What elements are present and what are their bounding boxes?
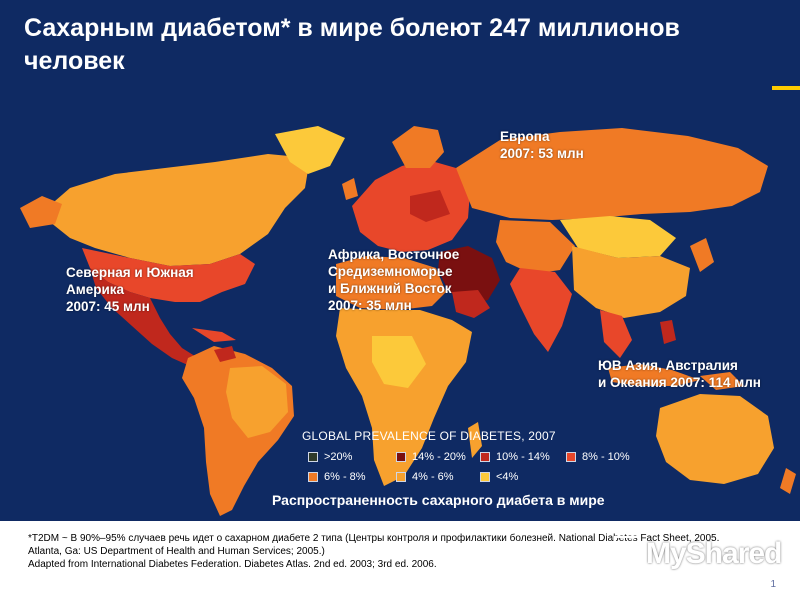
map-philippines xyxy=(660,320,676,344)
legend-swatch xyxy=(396,472,406,482)
map-arabia xyxy=(452,290,490,318)
map-mongolia-china-north xyxy=(560,216,676,258)
legend-label: 4% - 6% xyxy=(412,471,454,483)
map-australia xyxy=(656,394,774,484)
map-guianas xyxy=(214,346,236,362)
map-russia xyxy=(456,128,768,220)
region-label-se-asia-oceania: ЮВ Азия, Австралия и Океания 2007: 114 м… xyxy=(598,358,761,390)
map-usa xyxy=(82,248,255,302)
legend-swatch xyxy=(566,452,576,462)
map-mexico xyxy=(90,268,198,366)
map-new-guinea xyxy=(700,372,744,390)
map-africa xyxy=(336,308,472,486)
footnote-line-2: Adapted from International Diabetes Fede… xyxy=(28,559,437,570)
map-caribbean xyxy=(192,328,236,342)
legend-swatch xyxy=(480,472,490,482)
map-scandinavia xyxy=(392,126,444,168)
legend-label: >20% xyxy=(324,451,353,463)
map-central-africa xyxy=(372,336,426,388)
slide-title: Сахарным диабетом* в мире болеют 247 мил… xyxy=(24,14,680,75)
legend-swatch xyxy=(308,472,318,482)
legend-label: <4% xyxy=(496,471,519,483)
map-india xyxy=(510,268,572,352)
legend-label: 6% - 8% xyxy=(324,471,366,483)
legend-label: 14% - 20% xyxy=(412,451,466,463)
map-china xyxy=(572,246,690,318)
map-greenland xyxy=(275,126,345,174)
map-north-africa xyxy=(336,256,446,310)
watermark: MyShared xyxy=(612,531,782,577)
map-alaska xyxy=(20,196,62,228)
region-label-africa-middle-east: Африка, Восточное Средиземноморье и Ближ… xyxy=(328,247,460,313)
map-legend: GLOBAL PREVALENCE OF DIABETES, 2007 >20%… xyxy=(300,426,660,490)
region-label-europe: Европа 2007: 53 млн xyxy=(500,129,584,161)
map-uk xyxy=(342,178,358,200)
title-area: Сахарным диабетом* в мире болеют 247 мил… xyxy=(0,0,800,96)
map-caption: Распространенность сахарного диабета в м… xyxy=(272,492,605,508)
region-label-americas: Северная и Южная Америка 2007: 45 млн xyxy=(66,265,194,314)
map-brazil xyxy=(226,366,288,438)
accent-bar xyxy=(772,86,800,90)
legend-swatch xyxy=(308,452,318,462)
legend-label: 8% - 10% xyxy=(582,451,630,463)
page-number: 1 xyxy=(770,579,776,590)
legend-label: 10% - 14% xyxy=(496,451,550,463)
map-new-zealand xyxy=(780,468,796,494)
map-east-europe xyxy=(410,190,450,222)
map-middle-east xyxy=(438,246,500,306)
legend-swatch xyxy=(480,452,490,462)
map-central-asia xyxy=(496,220,575,274)
map-korea-japan xyxy=(690,238,714,272)
map-madagascar xyxy=(468,422,482,458)
map-indonesia xyxy=(608,364,700,386)
watermark-text: MyShared xyxy=(646,537,782,570)
presentation-icon xyxy=(614,536,640,570)
footnote: *T2DM ~ В 90%–95% случаев речь идет о са… xyxy=(28,532,748,571)
legend-title: GLOBAL PREVALENCE OF DIABETES, 2007 xyxy=(302,429,556,443)
footer: *T2DM ~ В 90%–95% случаев речь идет о са… xyxy=(0,521,800,600)
world-map xyxy=(20,126,796,516)
footnote-line-1: *T2DM ~ В 90%–95% случаев речь идет о са… xyxy=(28,533,720,557)
legend-swatch xyxy=(396,452,406,462)
map-indochina xyxy=(600,310,632,358)
map-canada xyxy=(40,154,310,266)
